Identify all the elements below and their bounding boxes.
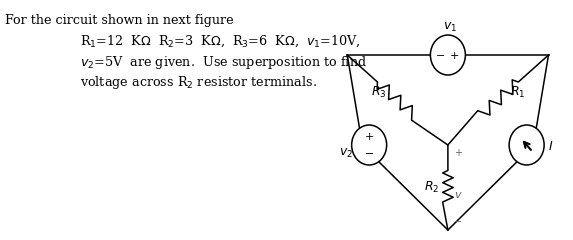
Text: R$_1$=12  K$\Omega$  R$_2$=3  K$\Omega$,  R$_3$=6  K$\Omega$,  $v_1$=10V,: R$_1$=12 K$\Omega$ R$_2$=3 K$\Omega$, R$… xyxy=(80,34,362,49)
Text: $R_1$: $R_1$ xyxy=(510,84,525,100)
Text: +: + xyxy=(454,148,462,158)
Text: $R_3$: $R_3$ xyxy=(371,84,386,100)
Text: $v_1$: $v_1$ xyxy=(444,20,458,34)
Text: $I$: $I$ xyxy=(548,140,553,154)
Text: $R_2$: $R_2$ xyxy=(425,180,440,195)
Circle shape xyxy=(509,125,544,165)
Text: For the circuit shown in next figure: For the circuit shown in next figure xyxy=(6,14,234,27)
Text: −: − xyxy=(436,51,446,61)
Text: −: − xyxy=(454,217,462,227)
Text: $v_2$: $v_2$ xyxy=(339,146,352,160)
Circle shape xyxy=(352,125,387,165)
Circle shape xyxy=(430,35,465,75)
Text: +: + xyxy=(450,51,460,61)
Text: −: − xyxy=(364,149,374,159)
Text: $v$: $v$ xyxy=(454,191,463,200)
Text: $v_2$=5V  are given.  Use superposition to find: $v_2$=5V are given. Use superposition to… xyxy=(80,54,367,71)
Text: voltage across R$_2$ resistor terminals.: voltage across R$_2$ resistor terminals. xyxy=(80,74,317,91)
Text: +: + xyxy=(364,132,374,142)
